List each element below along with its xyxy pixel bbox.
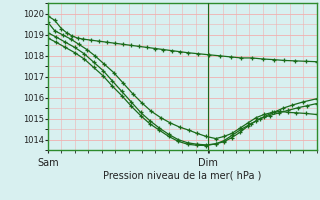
X-axis label: Pression niveau de la mer( hPa ): Pression niveau de la mer( hPa ): [103, 171, 261, 181]
